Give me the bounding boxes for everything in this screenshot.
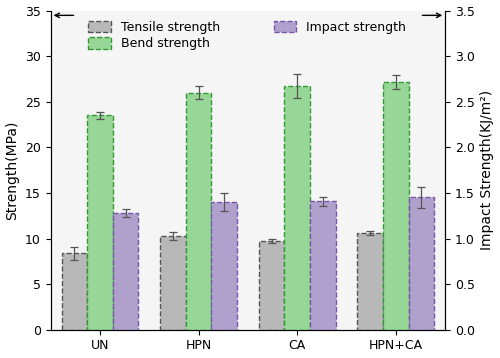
- Bar: [310, 201, 336, 330]
- Legend: Impact strength: Impact strength: [270, 17, 410, 37]
- Bar: [87, 115, 113, 330]
- Bar: [186, 93, 212, 330]
- Bar: [259, 241, 284, 330]
- Y-axis label: Impact Strength(KJ/m²): Impact Strength(KJ/m²): [480, 90, 494, 250]
- Bar: [383, 82, 408, 330]
- Bar: [113, 213, 138, 330]
- Bar: [212, 202, 237, 330]
- Bar: [160, 236, 186, 330]
- Bar: [62, 253, 87, 330]
- Bar: [358, 233, 383, 330]
- Bar: [408, 198, 434, 330]
- Bar: [284, 86, 310, 330]
- Y-axis label: Strength(MPa): Strength(MPa): [6, 120, 20, 220]
